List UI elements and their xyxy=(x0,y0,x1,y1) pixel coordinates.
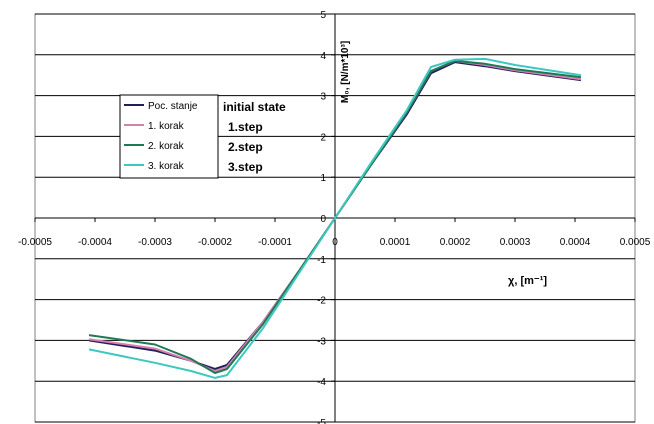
x-tick-label: 0.0001 xyxy=(380,237,411,248)
series-line-4 xyxy=(88,57,582,379)
y-tick-label: -1 xyxy=(317,255,326,266)
y-tick-label: 5 xyxy=(320,10,326,21)
annotation-step-2: 2.step xyxy=(228,140,263,154)
annotation-step-1: 1.step xyxy=(228,120,263,134)
y-axis-label: M₀, [N/m*10³] xyxy=(340,41,351,103)
x-tick-label: 0.0004 xyxy=(560,237,591,248)
x-tick-label: -0.0003 xyxy=(138,237,172,248)
legend-label: 1. korak xyxy=(148,121,185,132)
y-tick-label: 3 xyxy=(320,92,326,103)
y-tick-label: 2 xyxy=(320,132,326,143)
x-tick-label: -0.0005 xyxy=(18,237,52,248)
y-tick-label: -5 xyxy=(317,418,326,424)
legend: Poc. stanje 1. korak 2. korak 3. korak xyxy=(119,94,219,179)
y-tick-label: -4 xyxy=(317,377,326,388)
legend-label: Poc. stanje xyxy=(148,101,198,112)
annotation-step-3: 3.step xyxy=(228,160,263,174)
y-tick-label: -2 xyxy=(317,296,326,307)
legend-label: 3. korak xyxy=(148,161,185,172)
y-tick-label: 4 xyxy=(320,51,326,62)
y-tick-label: -3 xyxy=(317,336,326,347)
x-tick-label: -0.0004 xyxy=(78,237,112,248)
annotations: initial state 1.step 2.step 3.step xyxy=(223,100,286,174)
x-tick-label: 0.0002 xyxy=(440,237,471,248)
series-layer xyxy=(88,57,582,379)
x-axis-label: χ, [m⁻¹] xyxy=(508,275,547,287)
y-tick-label: 0 xyxy=(320,214,326,225)
x-tick-label: -0.0002 xyxy=(198,237,232,248)
legend-label: 2. korak xyxy=(148,141,185,152)
x-tick-label: -0.0001 xyxy=(258,237,292,248)
x-ticks: -0.0005 -0.0004 -0.0003 -0.0002 -0.0001 0 0.00… xyxy=(18,218,651,248)
y-ticks: 5 4 3 2 1 0 -1 -2 -3 -4 -5 xyxy=(317,10,335,424)
y-tick-label: 1 xyxy=(320,173,326,184)
annotation-initial-state: initial state xyxy=(223,100,286,114)
x-tick-label: 0.0003 xyxy=(500,237,531,248)
x-tick-label: 0 xyxy=(332,237,338,248)
x-tick-label: 0.0005 xyxy=(620,237,651,248)
